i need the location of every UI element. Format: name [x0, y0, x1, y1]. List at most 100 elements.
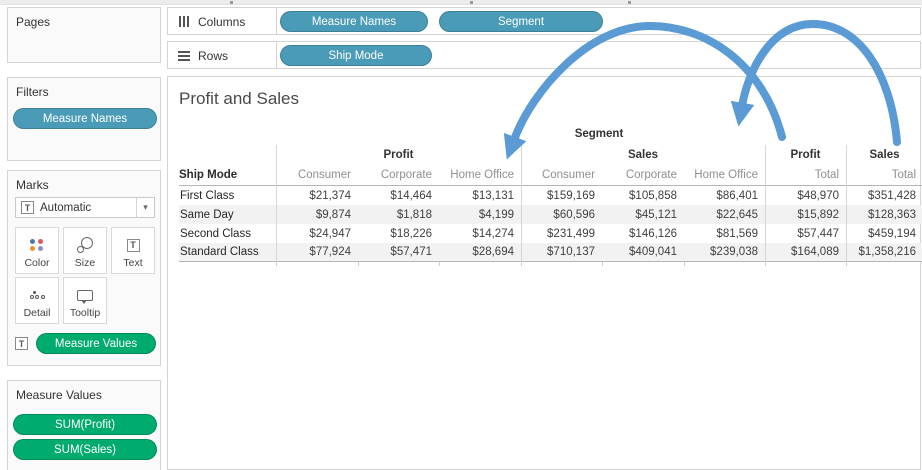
cell[interactable]: $146,126 [629, 227, 677, 240]
cell[interactable]: $459,194 [868, 227, 916, 240]
columns-shelf[interactable]: Columns Measure Names Segment [167, 7, 921, 35]
columns-shelf-label: Columns [198, 15, 246, 29]
axis-tick [684, 262, 685, 266]
text-mark-icon: T [21, 201, 34, 214]
cell[interactable]: $28,694 [472, 246, 514, 258]
toolbar-remnant-dot [470, 1, 473, 4]
ship-mode-field-label[interactable]: Ship Mode [179, 169, 238, 181]
cell[interactable]: $22,645 [716, 208, 758, 221]
cell[interactable]: $57,471 [390, 246, 432, 258]
crosstab: Profit Sales Profit Sales Ship Mode Cons… [179, 145, 922, 266]
column-divider [846, 145, 847, 262]
cell[interactable]: $128,363 [868, 208, 916, 221]
col-header[interactable]: Total [814, 169, 839, 181]
cell[interactable]: $105,858 [629, 189, 677, 202]
cell[interactable]: $21,374 [309, 189, 351, 202]
size-icon [64, 236, 106, 254]
cell[interactable]: $48,970 [797, 189, 839, 202]
col-header[interactable]: Corporate [380, 169, 432, 181]
cell[interactable]: $14,274 [472, 227, 514, 240]
detail-button-label: Detail [23, 307, 51, 319]
sheet-title: Profit and Sales [179, 89, 300, 108]
text-button-label: Text [123, 257, 143, 269]
rows-shelf[interactable]: Rows Ship Mode [167, 41, 921, 69]
color-button[interactable]: Color [15, 227, 59, 274]
filter-pill-measure-names[interactable]: Measure Names [13, 108, 157, 129]
text-button[interactable]: T Text [111, 227, 155, 274]
col-header[interactable]: Home Office [450, 169, 514, 181]
axis-tick [765, 262, 766, 266]
cell[interactable]: $13,131 [472, 189, 514, 202]
pages-card: Pages [7, 7, 161, 63]
table-row: Same Day $9,874 $1,818 $4,199 $60,596 $4… [179, 205, 922, 224]
cell[interactable]: $77,924 [309, 246, 351, 258]
cell[interactable]: $15,892 [797, 208, 839, 221]
detail-button[interactable]: Detail [15, 277, 59, 324]
cell[interactable]: $710,137 [547, 246, 595, 258]
size-button-label: Size [74, 257, 96, 269]
col-header[interactable]: Home Office [694, 169, 758, 181]
row-label[interactable]: Standard Class [180, 246, 259, 258]
cell[interactable]: $239,038 [710, 246, 758, 258]
cell[interactable]: $9,874 [315, 208, 351, 221]
cell[interactable]: $24,947 [309, 227, 351, 240]
toolbar-remnant-strip [0, 0, 922, 5]
cell[interactable]: $60,596 [553, 208, 595, 221]
col-header[interactable]: Consumer [297, 169, 351, 181]
pages-card-title: Pages [16, 15, 51, 29]
toolbar-remnant-dot [230, 1, 233, 4]
cell[interactable]: $81,569 [716, 227, 758, 240]
cell[interactable]: $351,428 [868, 189, 916, 202]
measure-values-card-title: Measure Values [16, 388, 102, 402]
axis-tick [602, 262, 603, 266]
tooltip-button[interactable]: Tooltip [63, 277, 107, 324]
axis-tick [846, 262, 847, 266]
cell[interactable]: $159,169 [547, 189, 595, 202]
table-row: Standard Class $77,924 $57,471 $28,694 $… [179, 243, 922, 262]
columns-pill-measure-names[interactable]: Measure Names [280, 11, 428, 32]
cell[interactable]: $57,447 [797, 227, 839, 240]
rows-pill-ship-mode[interactable]: Ship Mode [280, 45, 432, 66]
col-header[interactable]: Total [891, 169, 916, 181]
cell[interactable]: $1,358,216 [858, 246, 916, 258]
cell[interactable]: $18,226 [390, 227, 432, 240]
segment-field-label[interactable]: Segment [574, 128, 624, 140]
cell[interactable]: $409,041 [629, 246, 677, 258]
marks-card: Marks T Automatic ▾ Color Size T Text [7, 170, 161, 366]
measure-pill-sum-sales[interactable]: SUM(Sales) [13, 439, 157, 460]
mark-type-value: Automatic [40, 201, 92, 214]
axis-tick [276, 262, 277, 266]
chevron-down-icon[interactable]: ▾ [136, 198, 154, 217]
tooltip-icon [64, 286, 106, 304]
cell[interactable]: $14,464 [390, 189, 432, 202]
column-divider [765, 145, 766, 262]
cell[interactable]: $231,499 [547, 227, 595, 240]
filters-card-title: Filters [16, 85, 49, 99]
row-label[interactable]: Second Class [180, 227, 251, 240]
col-header[interactable]: Corporate [625, 169, 677, 181]
group-header-profit-total[interactable]: Profit [790, 149, 821, 161]
mark-type-dropdown[interactable]: T Automatic ▾ [15, 197, 155, 218]
group-header-sales[interactable]: Sales [627, 149, 659, 161]
encoding-pill-measure-values[interactable]: Measure Values [36, 333, 156, 354]
cell[interactable]: $86,401 [716, 189, 758, 202]
col-header[interactable]: Consumer [541, 169, 595, 181]
columns-pill-segment[interactable]: Segment [439, 11, 603, 32]
row-label[interactable]: Same Day [180, 208, 234, 221]
cell[interactable]: $4,199 [478, 208, 514, 221]
cell[interactable]: $1,818 [396, 208, 432, 221]
row-label[interactable]: First Class [180, 189, 235, 202]
shelf-divider [276, 42, 277, 68]
cell[interactable]: $164,089 [791, 246, 839, 258]
size-button[interactable]: Size [63, 227, 107, 274]
rows-shelf-label: Rows [198, 49, 229, 63]
color-button-label: Color [24, 257, 50, 269]
group-header-sales-total[interactable]: Sales [869, 149, 900, 161]
measure-pill-sum-profit[interactable]: SUM(Profit) [13, 414, 157, 435]
color-icon [16, 236, 58, 254]
filters-card: Filters Measure Names [7, 77, 161, 161]
group-header-profit[interactable]: Profit [383, 149, 414, 161]
cell[interactable]: $45,121 [635, 208, 677, 221]
axis-tick [521, 262, 522, 266]
